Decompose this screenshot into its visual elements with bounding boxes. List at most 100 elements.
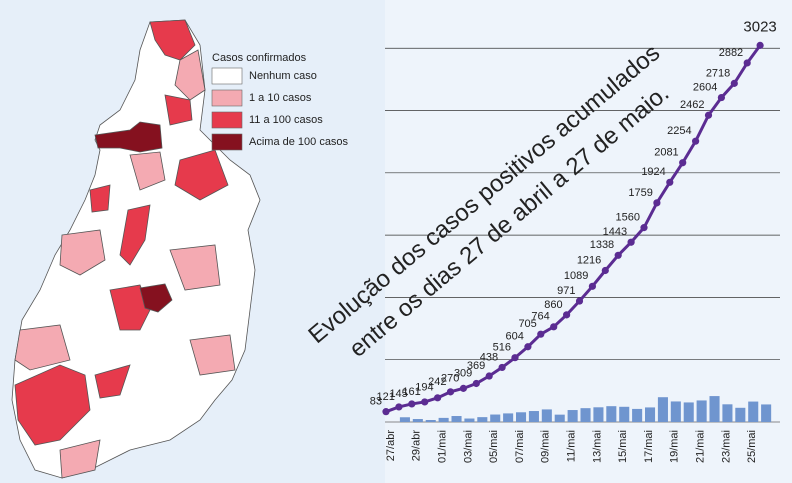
point (382, 408, 390, 416)
bar (412, 419, 423, 422)
bar (735, 407, 746, 422)
bar (477, 417, 488, 422)
data-label: 1216 (577, 254, 601, 266)
legend-label: 11 a 100 casos (249, 114, 323, 126)
municipality (129, 151, 166, 191)
data-label: 161 (402, 386, 420, 398)
municipality (139, 283, 173, 313)
bar (567, 410, 578, 422)
data-label: 1443 (603, 226, 627, 238)
municipality (59, 439, 101, 479)
municipality (89, 184, 111, 213)
data-label: 1338 (590, 239, 614, 251)
point (395, 403, 403, 411)
legend-swatch (211, 67, 243, 85)
point (756, 41, 764, 49)
legend-label: Nenhum caso (249, 70, 317, 82)
data-label: 242 (428, 376, 446, 388)
point (472, 379, 480, 388)
point (679, 159, 687, 167)
legend-swatch (211, 133, 243, 151)
x-tick-label: 21/mai (695, 430, 707, 463)
point (485, 372, 493, 380)
point (575, 297, 584, 305)
point (459, 384, 467, 392)
point (550, 323, 558, 331)
bar (696, 400, 707, 422)
data-label: 604 (506, 331, 524, 343)
point (563, 311, 571, 319)
point (627, 238, 635, 246)
bar (490, 414, 501, 422)
municipality (174, 149, 229, 201)
bar (541, 409, 552, 422)
bar (619, 406, 630, 422)
point (434, 394, 442, 402)
legend-title: Casos confirmados (212, 52, 307, 64)
legend-label: 1 a 10 casos (249, 92, 312, 104)
bar (709, 396, 720, 422)
data-label: 2462 (680, 99, 704, 111)
data-label: 1560 (616, 212, 640, 224)
data-label: 194 (415, 382, 433, 394)
municipality (169, 244, 221, 291)
x-tick-label: 07/mai (514, 430, 526, 463)
bar (516, 412, 527, 422)
bar (438, 417, 449, 422)
point (408, 400, 416, 408)
data-label: 860 (544, 299, 562, 311)
x-tick-label: 19/mai (669, 430, 681, 463)
bar (722, 404, 733, 422)
legend: Casos confirmados Nenhum caso 1 a 10 caso… (211, 52, 349, 151)
data-label: 369 (467, 360, 485, 372)
data-label: 516 (493, 342, 511, 354)
data-label: 2882 (719, 47, 743, 59)
point (730, 79, 738, 87)
bar (399, 417, 410, 422)
data-label: 309 (454, 367, 472, 379)
point (601, 266, 609, 275)
x-tick-label: 11/mai (566, 430, 578, 462)
bar (503, 413, 514, 422)
data-label: 1089 (564, 270, 588, 282)
point (588, 282, 597, 290)
bar (683, 402, 694, 422)
data-label: 2254 (667, 125, 691, 137)
data-label: 121 (377, 391, 395, 403)
data-label: 83 (370, 396, 382, 408)
point (666, 178, 674, 186)
point (614, 251, 622, 259)
data-label: 438 (480, 351, 498, 363)
x-tick-label: 27/abr (385, 430, 397, 462)
data-label: 971 (557, 285, 575, 297)
bar (451, 416, 462, 422)
bar (632, 408, 643, 422)
legend-label: Acima de 100 casos (249, 136, 349, 148)
data-label: 705 (518, 318, 536, 330)
data-label: 2604 (693, 81, 717, 93)
municipality (119, 204, 151, 266)
bar (464, 418, 475, 422)
x-tick-label: 01/mai (437, 430, 449, 463)
bar (761, 404, 772, 422)
data-label: 145 (389, 388, 407, 400)
bar (425, 420, 436, 422)
bar (657, 397, 668, 422)
municipality (14, 364, 91, 446)
point (640, 224, 648, 232)
bar (645, 407, 656, 422)
x-tick-label: 13/mai (591, 430, 603, 463)
municipality (14, 324, 71, 371)
municipality (189, 334, 236, 376)
state-map (11, 19, 261, 479)
point (446, 388, 455, 396)
municipality (109, 284, 151, 331)
municipality (174, 49, 206, 101)
chart-background (385, 0, 792, 483)
point (511, 354, 519, 362)
data-label: 2718 (706, 67, 730, 79)
data-label: 1924 (641, 166, 665, 178)
point (743, 59, 751, 67)
